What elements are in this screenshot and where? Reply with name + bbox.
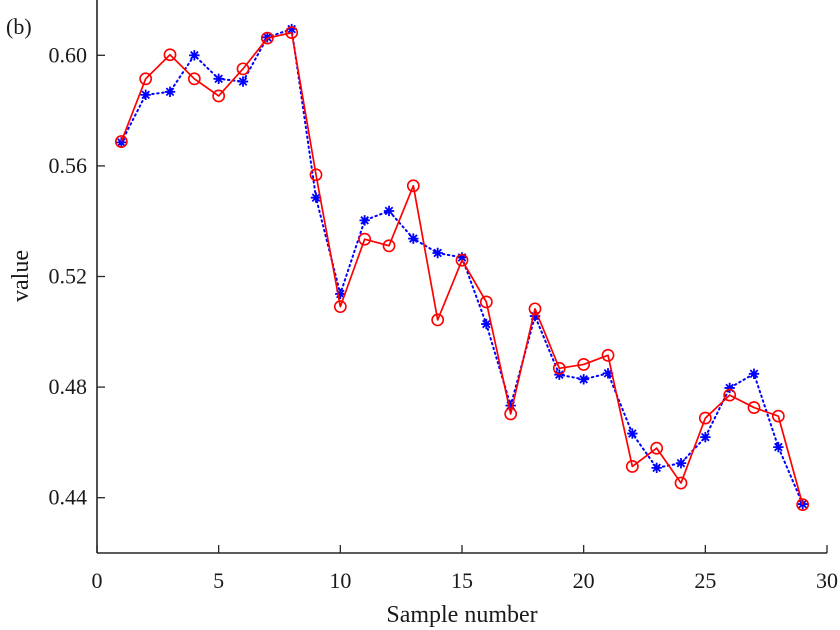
series-2-marker	[114, 135, 128, 148]
series-2-marker	[212, 89, 226, 103]
series-2-marker	[479, 295, 493, 309]
series-2-marker	[236, 62, 250, 76]
y-axis-title: value	[8, 250, 34, 302]
series-2-marker	[552, 361, 566, 375]
series-1-marker	[140, 89, 151, 101]
series-2-marker	[333, 300, 347, 314]
x-tick-label: 5	[213, 568, 224, 593]
x-tick-label: 15	[451, 568, 473, 593]
series-2-marker	[260, 31, 274, 45]
series-1-marker	[213, 73, 224, 85]
series-1-marker	[481, 318, 492, 330]
series-1-marker	[116, 137, 127, 148]
x-tick-label: 25	[694, 568, 716, 593]
series-2-marker	[577, 358, 591, 371]
series-2-marker	[139, 72, 153, 86]
series-1-marker	[286, 23, 297, 35]
series-1-marker	[529, 310, 541, 322]
series-2-marker	[723, 388, 737, 402]
series-1-marker	[359, 215, 370, 226]
series-2-marker	[187, 72, 201, 86]
x-tick-label: 30	[816, 568, 838, 593]
series-2-marker	[163, 48, 177, 62]
series-1-marker	[602, 368, 614, 379]
series-1-marker	[383, 205, 395, 217]
series-1-marker	[189, 50, 200, 61]
series-1-marker	[164, 86, 176, 97]
x-tick-label: 10	[329, 568, 351, 593]
series-2-marker	[650, 441, 664, 455]
series-2-marker	[406, 179, 420, 193]
series-1-marker	[700, 431, 711, 443]
series-2-marker	[309, 168, 323, 182]
series-2-marker	[431, 313, 445, 327]
series-2-marker	[382, 239, 396, 253]
x-axis-title: Sample number	[386, 602, 537, 628]
series-2-marker	[455, 253, 469, 267]
y-tick-label: 0.60	[49, 42, 88, 67]
panel-label: (b)	[6, 14, 32, 39]
series-1-marker	[335, 288, 346, 300]
plot-series	[114, 23, 810, 512]
series-2-marker	[698, 411, 712, 425]
y-tick-label: 0.44	[49, 485, 88, 510]
series-2-marker	[504, 407, 518, 421]
y-tick-label: 0.48	[49, 374, 88, 399]
series-1-marker	[432, 247, 443, 259]
series-2-marker	[358, 232, 372, 246]
y-tick-label: 0.56	[49, 153, 88, 178]
series-2-marker	[674, 476, 688, 490]
series-1-marker	[748, 368, 760, 380]
series-1-marker	[237, 76, 249, 87]
series-2-marker	[528, 302, 542, 316]
y-tick-label: 0.52	[49, 264, 88, 289]
series-2-marker	[747, 401, 761, 414]
series-2-marker	[285, 26, 299, 40]
series-2-marker	[601, 348, 615, 362]
x-tick-label: 0	[92, 568, 103, 593]
series-2-marker	[625, 460, 639, 473]
series-1-marker	[505, 400, 516, 411]
series-1-marker	[310, 192, 322, 203]
series-1-marker	[773, 441, 784, 453]
series-1-marker	[651, 462, 662, 474]
series-2-marker	[771, 409, 785, 423]
series-1-marker	[408, 233, 419, 244]
x-tick-label: 20	[573, 568, 595, 593]
series-1-marker	[675, 457, 687, 469]
series-1-marker	[578, 374, 589, 385]
series-1-marker	[456, 252, 468, 263]
series-2-line	[120, 31, 804, 505]
series-2-marker	[796, 498, 810, 512]
axis-ticks: 0 5 10 15 20 25 30 0.44 0.48 0.52 0.56 0.60	[49, 42, 839, 593]
series-1-marker	[724, 382, 735, 394]
series-1-marker	[627, 428, 638, 439]
